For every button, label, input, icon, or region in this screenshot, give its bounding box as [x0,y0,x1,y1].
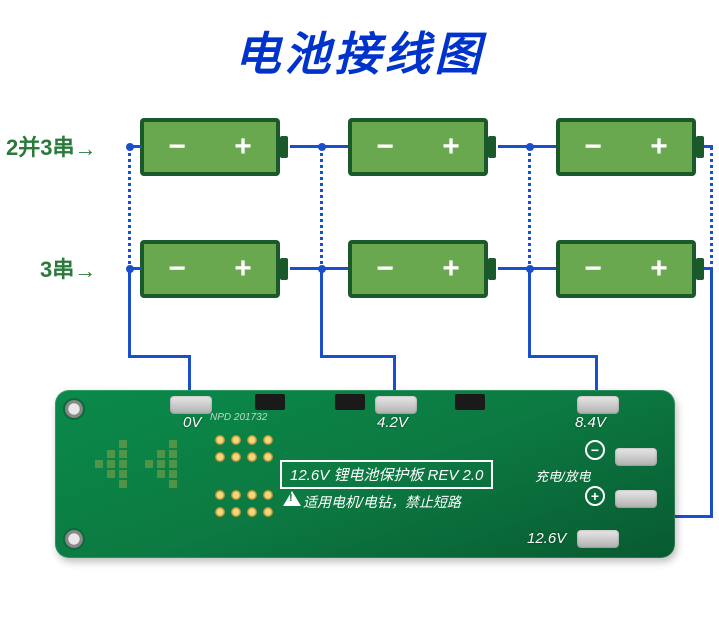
minus-icon: − [376,132,394,162]
polarity-plus-icon: + [585,486,605,506]
mounting-hole [63,528,85,550]
plus-icon: + [234,132,252,162]
wire [128,270,131,358]
via-row [215,435,273,445]
minus-icon: − [584,254,602,284]
wire-dotted [710,147,713,270]
via-row [215,452,273,462]
terminal-pad-pplus [615,490,657,508]
wire [704,145,713,148]
warning-icon [283,491,301,506]
wire-node [318,143,326,151]
battery-cell: −+ [556,118,696,176]
silkscreen-warning: 适用电机/电钻，禁止短路 [303,492,461,512]
terminal-pad-0v [170,396,212,414]
wire-node [126,143,134,151]
wire-node [318,265,326,273]
ic-chip [335,394,365,410]
ic-chip [455,394,485,410]
wire [528,355,598,358]
wire-dotted [528,147,531,270]
terminal-pad-8v4 [577,396,619,414]
battery-cell: −+ [348,240,488,298]
terminal-pad-pminus [615,448,657,466]
diagram-title: 电池接线图 [235,18,485,84]
row-label-2p3s: 2并3串→ [6,130,96,162]
wire [128,355,190,358]
battery-cell: −+ [556,240,696,298]
pad-label-12v6: 12.6V [527,530,566,547]
via-row [215,490,273,500]
battery-cell: −+ [140,240,280,298]
pad-label-4v2: 4.2V [377,414,408,431]
battery-cell: −+ [348,118,488,176]
charge-discharge-label: 充电/放电 [535,466,591,485]
pad-label-0v: 0V [183,414,201,431]
ic-chip [255,394,285,410]
terminal-pad-12v6 [577,530,619,548]
mounting-hole [63,398,85,420]
plus-icon: + [442,132,460,162]
wire-node [126,265,134,273]
row-label-text: 2并3串 [6,135,74,160]
row-label-3s: 3串→ [40,252,96,284]
wire [320,355,395,358]
plus-icon: + [650,132,668,162]
wire-node [526,265,534,273]
bms-pcb: 0V 4.2V 8.4V 12.6V 12.6V 锂电池保护板 REV 2.0 … [55,390,675,558]
pad-cluster [85,430,205,510]
wire [710,270,713,518]
via-row [215,507,273,517]
wire-dotted [128,147,131,270]
battery-cell: −+ [140,118,280,176]
plus-icon: + [650,254,668,284]
minus-icon: − [168,254,186,284]
arrow-icon: → [74,136,96,162]
minus-icon: − [584,132,602,162]
pad-label-8v4: 8.4V [575,414,606,431]
polarity-minus-icon: − [585,440,605,460]
minus-icon: − [168,132,186,162]
silkscreen-date: NPD 201732 [210,412,267,423]
wire-dotted [320,147,323,270]
arrow-icon: → [74,258,96,284]
row-label-text: 3串 [40,257,74,282]
wire-node [526,143,534,151]
plus-icon: + [442,254,460,284]
wire [320,270,323,358]
minus-icon: − [376,254,394,284]
terminal-pad-4v2 [375,396,417,414]
silkscreen-box-rev: 12.6V 锂电池保护板 REV 2.0 [280,460,493,489]
wire [528,270,531,358]
plus-icon: + [234,254,252,284]
